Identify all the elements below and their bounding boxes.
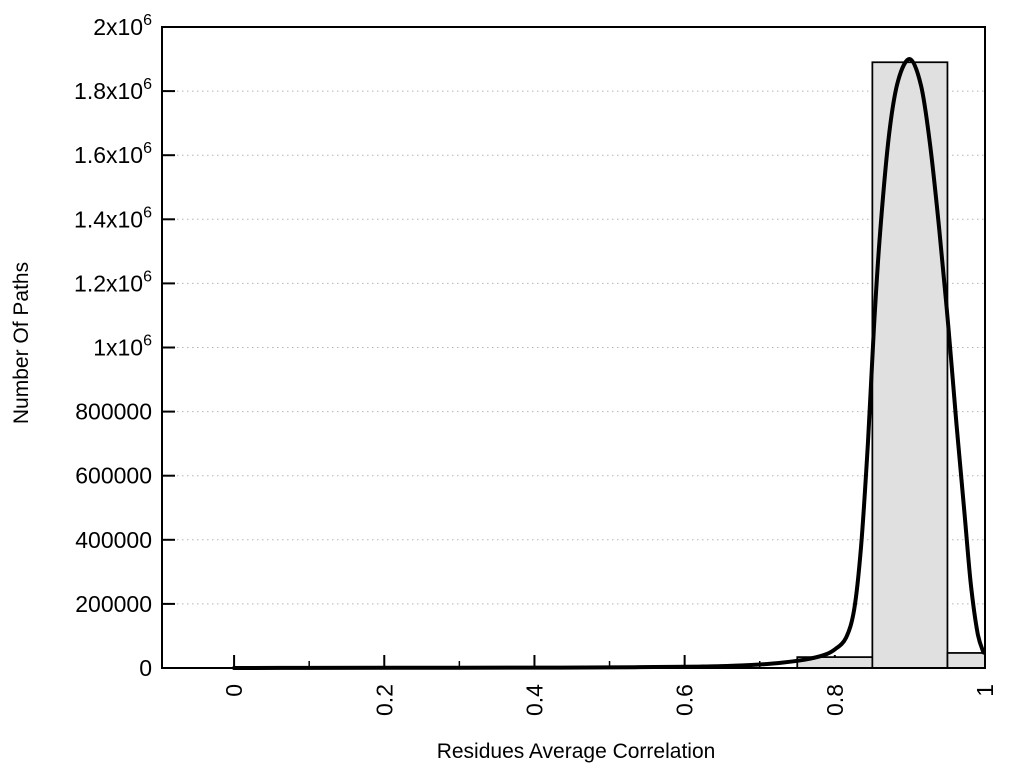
y-tick-label: 1.4x106 bbox=[74, 204, 152, 232]
y-tick-label: 600000 bbox=[75, 463, 152, 489]
y-tick-label: 200000 bbox=[75, 591, 152, 617]
y-tick-label: 1.2x106 bbox=[74, 268, 152, 296]
y-tick-label: 1x106 bbox=[93, 333, 152, 361]
x-tick-label: 0.8 bbox=[822, 684, 848, 716]
y-tick-label: 2x106 bbox=[93, 12, 152, 40]
x-tick-label: 0.2 bbox=[371, 684, 397, 716]
x-tick-label: 0.4 bbox=[521, 684, 547, 716]
y-tick-label: 1.6x106 bbox=[74, 140, 152, 168]
histogram-bar bbox=[946, 652, 986, 669]
x-tick-label: 0.6 bbox=[672, 684, 698, 716]
x-tick-label: 0 bbox=[221, 684, 247, 697]
x-axis-title: Residues Average Correlation bbox=[436, 740, 716, 763]
fit-curve bbox=[232, 57, 986, 670]
x-tick-label: 1 bbox=[972, 684, 998, 697]
y-tick-label: 0 bbox=[139, 655, 152, 681]
y-tick-label: 1.8x106 bbox=[74, 76, 152, 104]
y-axis-title: Number Of Paths bbox=[10, 261, 33, 425]
histogram-bar bbox=[871, 61, 949, 669]
y-tick-label: 400000 bbox=[75, 527, 152, 553]
y-tick-label: 800000 bbox=[75, 399, 152, 425]
